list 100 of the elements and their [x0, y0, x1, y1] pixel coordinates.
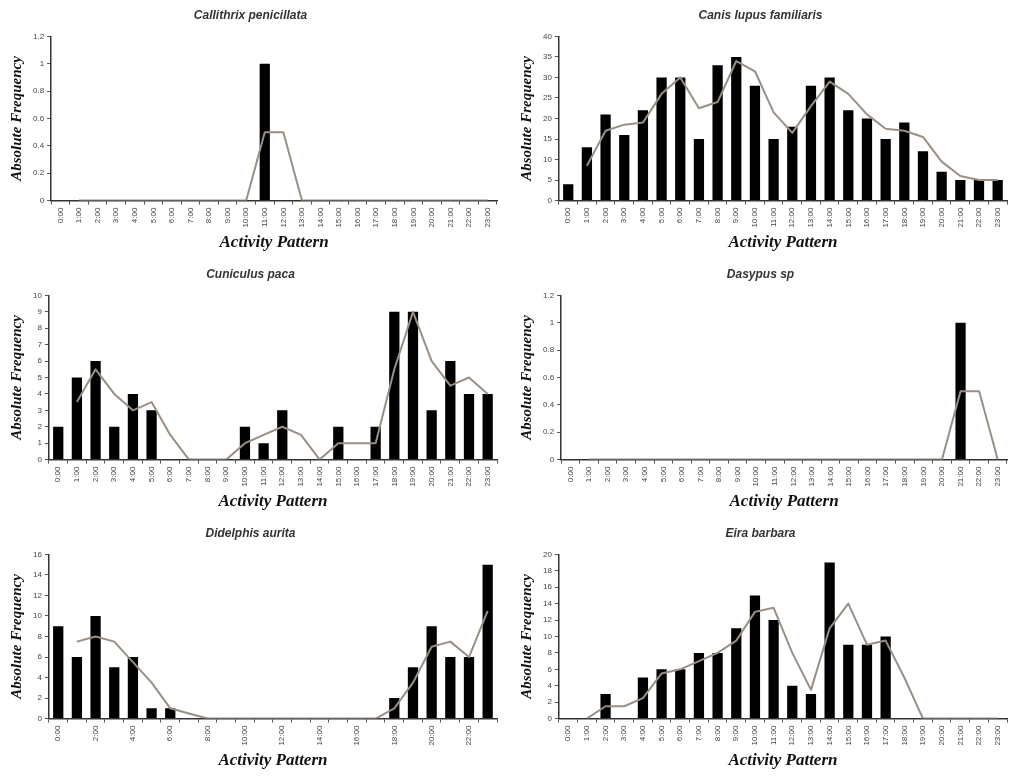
- bar: [109, 667, 120, 719]
- x-tick-label: 17:00: [881, 466, 891, 487]
- x-tick-label: 3:00: [621, 466, 631, 483]
- x-tick-label: 6:00: [675, 725, 685, 742]
- bar: [880, 636, 891, 719]
- x-tick-label: 14:00: [824, 725, 834, 746]
- bar: [389, 311, 400, 460]
- x-tick-label: 16:00: [352, 725, 362, 746]
- x-tick-label: 10:00: [240, 725, 250, 746]
- x-tick-label: 19:00: [408, 466, 418, 487]
- x-tick-label: 1:00: [72, 466, 82, 483]
- bar: [482, 393, 493, 460]
- x-tick-label: 10:00: [751, 466, 761, 487]
- bar: [824, 562, 835, 719]
- x-tick-label: 11:00: [768, 725, 778, 746]
- bar: [146, 410, 157, 460]
- y-tick-label: 35: [542, 52, 553, 62]
- x-tick-label: 13:00: [807, 466, 817, 487]
- y-tick-label: 12: [542, 615, 553, 625]
- bar: [955, 180, 966, 201]
- x-tick-label: 17:00: [370, 466, 380, 487]
- y-tick-label: 16: [32, 549, 43, 559]
- y-tick-label: 6: [37, 652, 43, 662]
- x-tick-label: 18:00: [900, 466, 910, 487]
- x-tick-label: 23:00: [992, 725, 1002, 746]
- chart-title: Eira barbara: [725, 525, 796, 540]
- x-tick-label: 9:00: [732, 466, 742, 483]
- bar: [71, 377, 83, 460]
- y-tick-label: 0.2: [33, 168, 45, 178]
- x-tick-label: 8:00: [202, 725, 212, 742]
- x-tick-label: 14:00: [315, 207, 325, 228]
- bar: [426, 410, 437, 460]
- x-tick-label: 23:00: [482, 207, 492, 228]
- y-tick-label: 5: [37, 372, 43, 382]
- y-tick-label: 0.8: [543, 345, 555, 355]
- x-tick-label: 1:00: [584, 466, 594, 483]
- bar: [861, 644, 873, 719]
- bar: [805, 85, 817, 201]
- x-tick-label: 9:00: [731, 725, 741, 742]
- x-tick-label: 14:00: [824, 207, 834, 228]
- y-tick-label: 4: [37, 672, 43, 682]
- bar: [258, 443, 269, 460]
- bar: [675, 77, 686, 201]
- y-tick-label: 16: [542, 582, 553, 592]
- bar: [656, 77, 667, 201]
- bar: [127, 393, 139, 460]
- x-tick-label: 11:00: [258, 466, 268, 487]
- x-tick-label: 22:00: [464, 466, 474, 487]
- y-axis-title: Absolute Frequency: [517, 573, 534, 700]
- y-tick-label: 1: [39, 58, 45, 68]
- bar: [600, 114, 611, 201]
- bar: [899, 122, 910, 201]
- x-tick-label: 13:00: [806, 725, 816, 746]
- bar: [563, 184, 574, 201]
- y-tick-label: 10: [32, 290, 43, 300]
- x-tick-label: 23:00: [482, 466, 492, 487]
- x-tick-label: 5:00: [148, 207, 158, 224]
- x-tick-label: 4:00: [128, 725, 138, 742]
- y-tick-label: 1: [549, 317, 555, 327]
- x-tick-label: 21:00: [445, 466, 455, 487]
- x-tick-label: 2:00: [90, 466, 100, 483]
- y-tick-label: 10: [542, 154, 553, 164]
- x-tick-label: 11:00: [259, 207, 269, 228]
- bar: [917, 151, 929, 201]
- bar: [693, 139, 705, 201]
- bar: [768, 139, 779, 201]
- x-tick-label: 4:00: [129, 207, 139, 224]
- x-tick-label: 4:00: [639, 466, 649, 483]
- x-tick-label: 2:00: [92, 207, 102, 224]
- y-tick-label: 0: [547, 195, 553, 205]
- y-tick-label: 30: [542, 72, 553, 82]
- bar: [787, 126, 798, 201]
- y-tick-label: 6: [37, 356, 43, 366]
- x-tick-label: 19:00: [918, 207, 928, 228]
- bar: [749, 85, 761, 201]
- y-tick-label: 4: [547, 680, 553, 690]
- bar: [787, 685, 798, 719]
- x-tick-label: 3:00: [111, 207, 121, 224]
- bar: [843, 110, 854, 201]
- y-tick-label: 0.2: [543, 427, 555, 437]
- x-tick-label: 12:00: [787, 207, 797, 228]
- x-tick-label: 22:00: [464, 207, 474, 228]
- x-tick-label: 19:00: [918, 466, 928, 487]
- x-tick-label: 18:00: [389, 725, 399, 746]
- bar: [90, 361, 101, 460]
- y-tick-label: 25: [542, 93, 553, 103]
- bar: [731, 56, 742, 201]
- y-axis-title: Absolute Frequency: [7, 55, 24, 182]
- y-tick-label: 0.8: [33, 86, 45, 96]
- x-tick-label: 10:00: [241, 207, 251, 228]
- bar: [407, 667, 419, 719]
- chart-title: Didelphis aurita: [205, 525, 296, 540]
- bar: [843, 644, 854, 719]
- bar: [581, 147, 593, 201]
- x-tick-label: 5:00: [656, 725, 666, 742]
- y-tick-label: 20: [542, 113, 553, 123]
- y-tick-label: 0.6: [33, 113, 45, 123]
- x-tick-label: 17:00: [880, 725, 890, 746]
- bar: [712, 65, 723, 201]
- x-tick-label: 13:00: [296, 466, 306, 487]
